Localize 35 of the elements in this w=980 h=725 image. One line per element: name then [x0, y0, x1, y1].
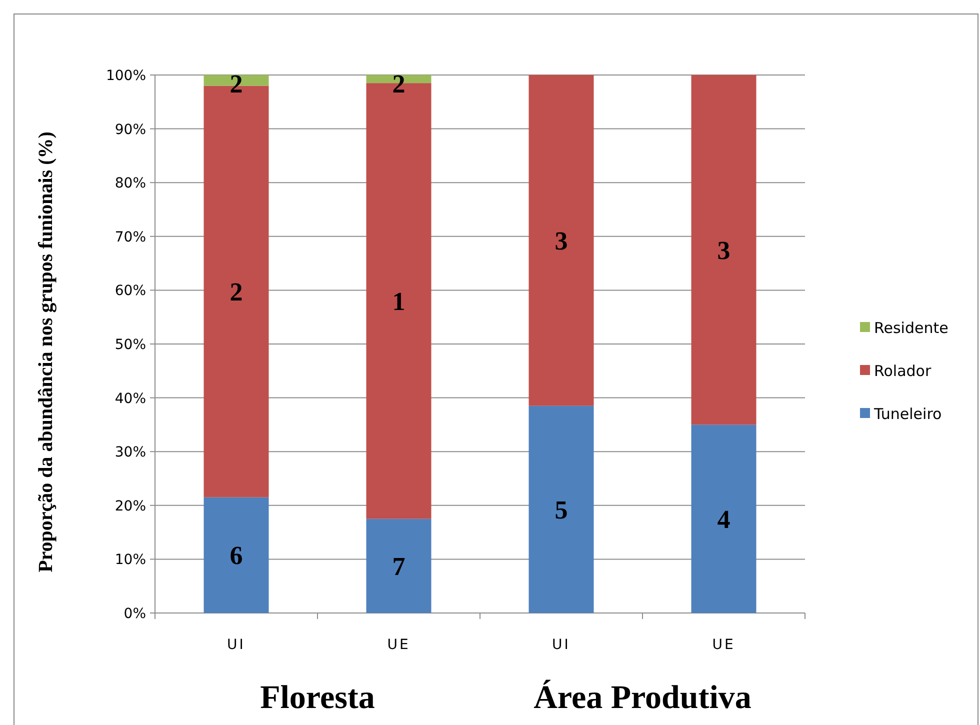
bar [691, 424, 756, 613]
y-tick-label: 70% [114, 229, 146, 246]
bar [528, 406, 594, 613]
annotation: 7 [392, 552, 406, 581]
x-tick-label: UE [712, 637, 736, 653]
legend-label: Rolador [874, 362, 932, 380]
y-axis-title: Proporção da abundância nos grupos funionais (%) [35, 132, 57, 572]
x-tick-label: UI [552, 637, 570, 653]
bar [366, 518, 432, 613]
y-tick-label: 20% [114, 498, 146, 514]
bar [528, 75, 594, 406]
y-tick-label: 50% [114, 337, 146, 353]
legend-label: Residente [874, 319, 948, 337]
annotation: 4 [717, 504, 730, 534]
annotation: 3 [717, 236, 730, 265]
text: Área Produtiva [534, 679, 752, 716]
x-tick-label: UE [387, 637, 410, 653]
y-tick-label: 100% [106, 68, 146, 84]
text: Floresta [260, 680, 375, 716]
y-tick-label: 60% [114, 283, 146, 300]
y-tick-label: 30% [114, 444, 146, 461]
annotation: 5 [554, 495, 568, 524]
x-tick-label: UI [227, 637, 246, 653]
annotation: 2 [230, 278, 243, 307]
y-tick-label: 0% [124, 606, 146, 622]
legend-label: Tuneleiro [873, 405, 942, 423]
annotation: 6 [230, 541, 243, 570]
y-tick-label: 10% [114, 552, 146, 568]
annotation: 1 [392, 286, 406, 316]
bar [691, 75, 756, 425]
y-tick-label: 80% [114, 176, 146, 192]
bar [204, 497, 269, 613]
y-tick-label: 90% [114, 122, 146, 138]
y-tick-label: 40% [114, 390, 146, 407]
annotation: 3 [554, 226, 568, 256]
